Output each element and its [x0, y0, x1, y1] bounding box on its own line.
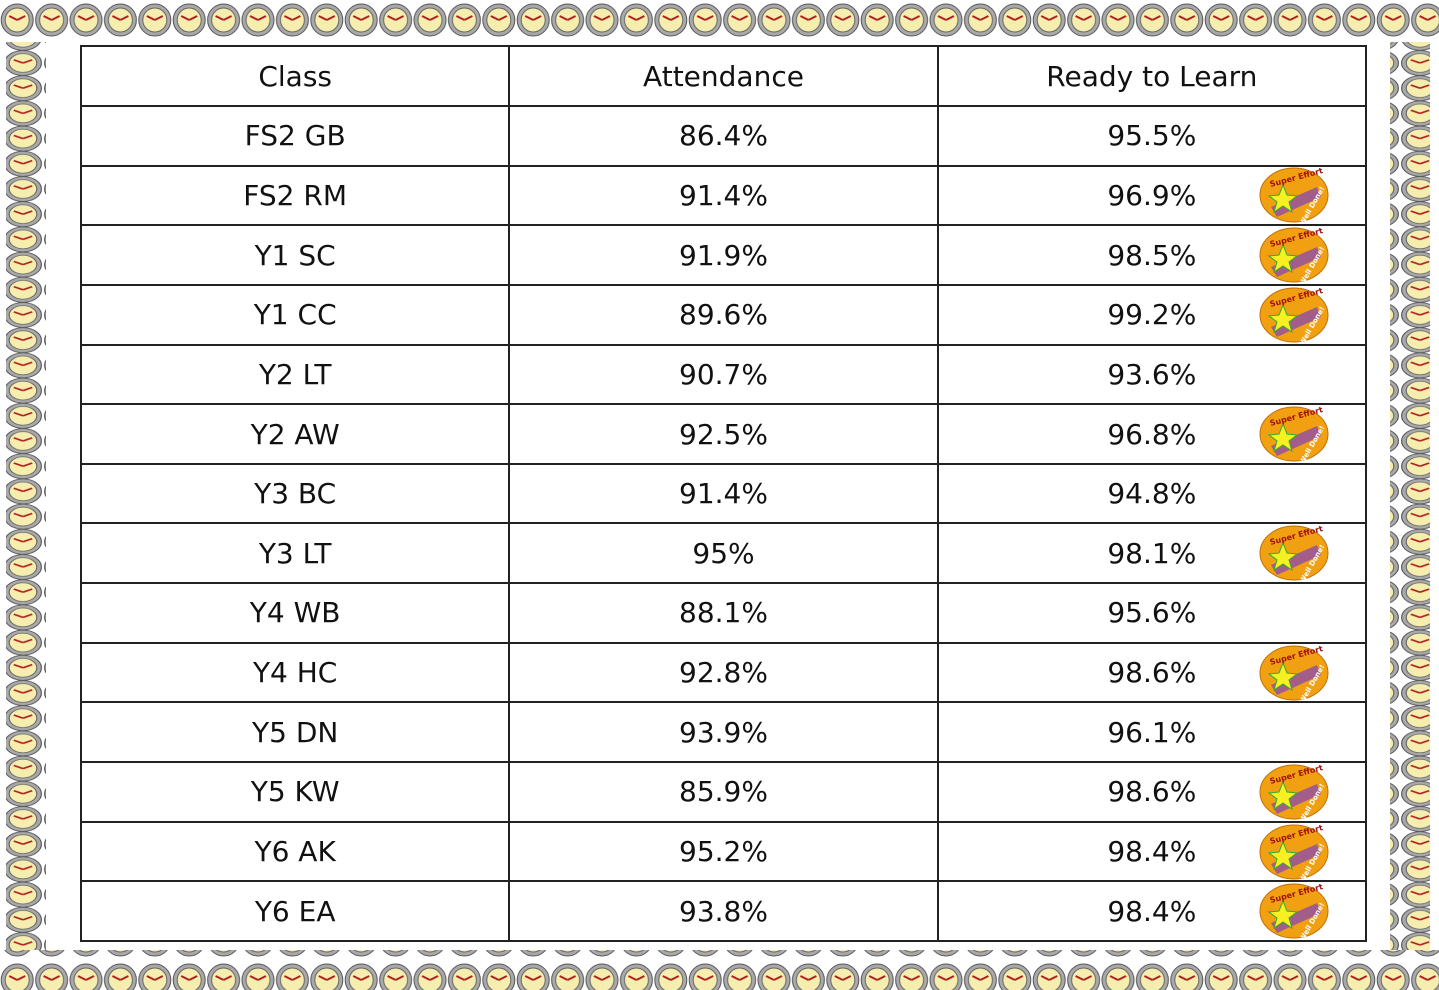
- table-cell: Y1 SC: [81, 225, 509, 285]
- table-cell: 91.4%: [509, 464, 937, 524]
- table-cell: 95.2%: [509, 822, 937, 882]
- table-cell: Y4 HC: [81, 643, 509, 703]
- table-cell: Y2 LT: [81, 345, 509, 405]
- table-cell: 92.5%: [509, 404, 937, 464]
- table-cell: Y6 EA: [81, 881, 509, 941]
- table-cell: Y6 AK: [81, 822, 509, 882]
- table-cell: 91.4%: [509, 166, 937, 226]
- table-cell: 90.7%: [509, 345, 937, 405]
- table-cell: Y5 KW: [81, 762, 509, 822]
- table-cell: 95.6%: [938, 583, 1366, 643]
- table-cell: 91.9%: [509, 225, 937, 285]
- table-cell: Y5 DN: [81, 702, 509, 762]
- table-cell: 89.6%: [509, 285, 937, 345]
- table-cell: Y4 WB: [81, 583, 509, 643]
- header-cell: Class: [81, 46, 509, 106]
- table-cell: 92.8%: [509, 643, 937, 703]
- table-cell: 96.1%: [938, 702, 1366, 762]
- table-cell: 95.5%: [938, 106, 1366, 166]
- table-cell: 95%: [509, 523, 937, 583]
- table-cell: 85.9%: [509, 762, 937, 822]
- table-cell: 86.4%: [509, 106, 937, 166]
- table-cell: Y2 AW: [81, 404, 509, 464]
- table-cell: 94.8%: [938, 464, 1366, 524]
- table-cell: Y1 CC: [81, 285, 509, 345]
- table-cell: 93.9%: [509, 702, 937, 762]
- table-cell: FS2 RM: [81, 166, 509, 226]
- header-cell: Attendance: [509, 46, 937, 106]
- table-cell: 88.1%: [509, 583, 937, 643]
- table-cell: 93.6%: [938, 345, 1366, 405]
- table-cell: FS2 GB: [81, 106, 509, 166]
- table-cell: 93.8%: [509, 881, 937, 941]
- table-cell: Y3 LT: [81, 523, 509, 583]
- page: ClassAttendanceReady to Learn FS2 GB86.4…: [0, 0, 1439, 990]
- table-cell: Y3 BC: [81, 464, 509, 524]
- header-cell: Ready to Learn: [938, 46, 1366, 106]
